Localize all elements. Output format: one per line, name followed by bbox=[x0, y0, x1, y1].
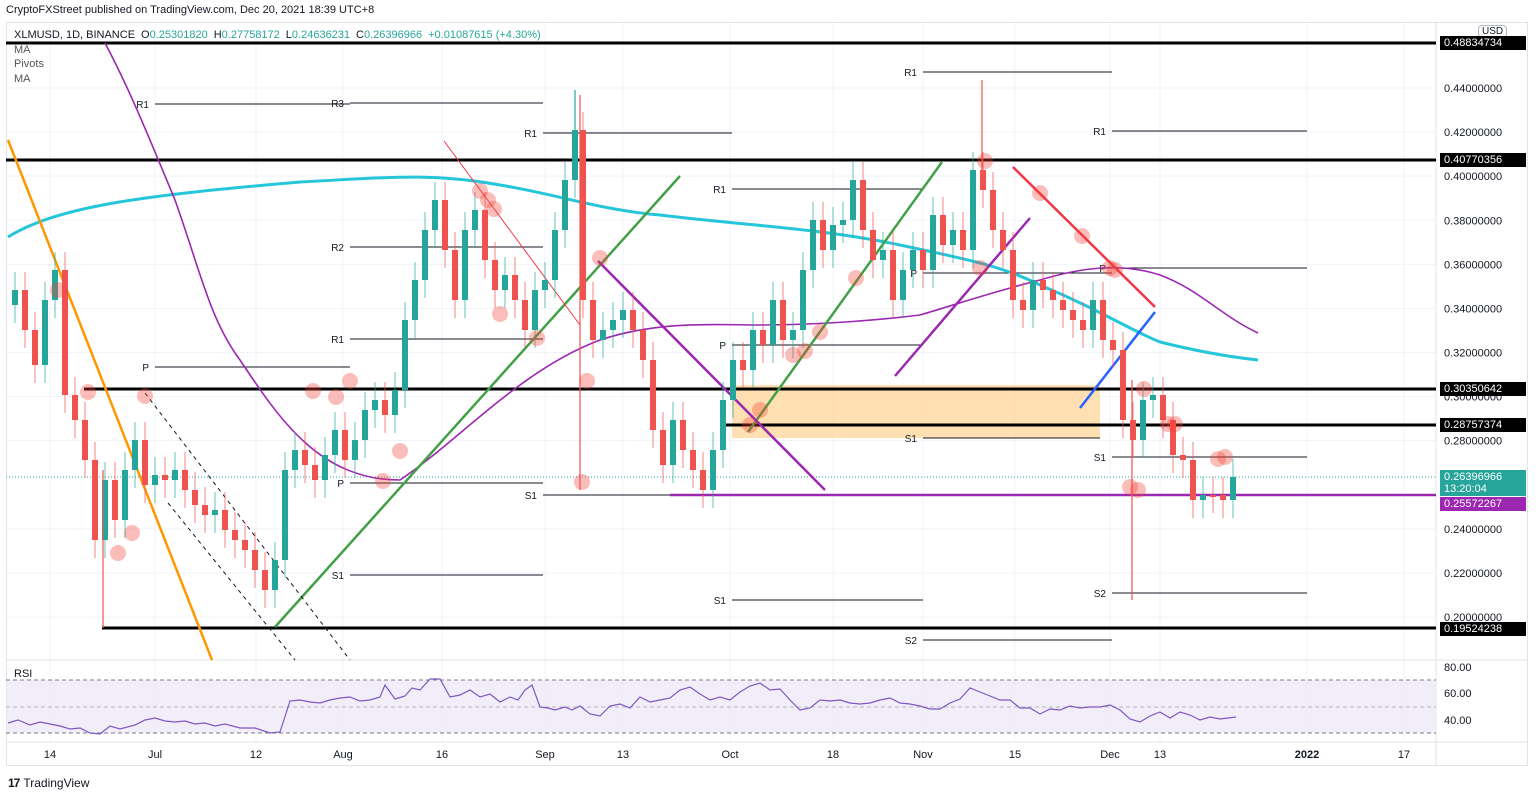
svg-text:0.34000000: 0.34000000 bbox=[1444, 303, 1502, 315]
svg-text:Oct: Oct bbox=[721, 749, 738, 761]
svg-text:R1: R1 bbox=[713, 185, 726, 196]
svg-text:P: P bbox=[719, 341, 726, 352]
svg-text:P: P bbox=[337, 479, 344, 490]
indicator-ma-2[interactable]: MA bbox=[14, 72, 31, 85]
tradingview-logo[interactable]: 17 TradingView bbox=[8, 776, 90, 790]
last-price-tag: 0.26396966 13:20:04 bbox=[1440, 470, 1526, 496]
svg-text:P: P bbox=[910, 269, 917, 280]
svg-text:13: 13 bbox=[617, 749, 629, 761]
touch-markers bbox=[50, 153, 1233, 561]
trend-lines bbox=[6, 139, 1156, 661]
svg-text:Aug: Aug bbox=[333, 749, 353, 761]
svg-text:S1: S1 bbox=[525, 491, 538, 502]
svg-text:S1: S1 bbox=[1094, 453, 1107, 464]
level-tag-0.2876: 0.28757374 bbox=[1440, 418, 1526, 432]
svg-text:60.00: 60.00 bbox=[1444, 688, 1472, 700]
svg-text:Sep: Sep bbox=[535, 749, 555, 761]
svg-text:40.00: 40.00 bbox=[1444, 715, 1472, 727]
svg-text:12: 12 bbox=[250, 749, 262, 761]
svg-text:P: P bbox=[1099, 264, 1106, 275]
svg-text:S1: S1 bbox=[905, 434, 918, 445]
svg-text:14: 14 bbox=[44, 749, 56, 761]
pivot-lines: R1 R3 R2 R1 P P S1 R1 S1 R1 P S1 R1 P S1 S2 R1 P S1 S2 bbox=[136, 68, 1307, 647]
level-tag-top: 0.48834734 bbox=[1440, 36, 1526, 50]
svg-text:80.00: 80.00 bbox=[1444, 662, 1472, 674]
svg-text:18: 18 bbox=[827, 749, 839, 761]
svg-text:S2: S2 bbox=[905, 636, 918, 647]
svg-text:0.40000000: 0.40000000 bbox=[1444, 171, 1502, 183]
svg-text:Dec: Dec bbox=[1100, 749, 1120, 761]
change-value: +0.01087615 (+4.30%) bbox=[428, 29, 541, 41]
level-tag-0.1952: 0.19524238 bbox=[1440, 622, 1526, 636]
svg-text:R1: R1 bbox=[1093, 127, 1106, 138]
svg-text:0.22000000: 0.22000000 bbox=[1444, 568, 1502, 580]
svg-text:0.20000000: 0.20000000 bbox=[1444, 612, 1502, 624]
horizontal-levels bbox=[6, 41, 1436, 630]
symbol-label[interactable]: XLMUSD, 1D, BINANCE bbox=[14, 29, 136, 41]
svg-text:0.24000000: 0.24000000 bbox=[1444, 524, 1502, 536]
svg-text:R1: R1 bbox=[524, 129, 537, 140]
publisher-line: CryptoFXStreet published on TradingView.… bbox=[6, 4, 375, 16]
indicator-ma[interactable]: MA bbox=[14, 43, 31, 56]
price-axis: 0.44000000 0.42000000 0.40000000 0.38000000… bbox=[1444, 83, 1502, 727]
indicator-pivots[interactable]: Pivots bbox=[14, 58, 44, 70]
ohlc-row: XLMUSD, 1D, BINANCE O0.25301820 H0.27758… bbox=[14, 29, 541, 41]
time-axis: 14 Jul 12 Aug 16 Sep 13 Oct 18 Nov 15 Dec 13 2022 17 bbox=[44, 749, 1410, 761]
svg-text:16: 16 bbox=[436, 749, 448, 761]
bar-countdown: 13:20:04 bbox=[1444, 483, 1487, 495]
tv-mark-icon: 17 bbox=[8, 776, 20, 790]
svg-text:Nov: Nov bbox=[913, 749, 933, 761]
svg-text:0.28000000: 0.28000000 bbox=[1444, 436, 1502, 448]
moving-averages bbox=[7, 42, 1259, 481]
svg-text:S1: S1 bbox=[714, 596, 727, 607]
svg-text:P: P bbox=[142, 363, 149, 374]
svg-text:Jul: Jul bbox=[148, 749, 162, 761]
open-value: 0.25301820 bbox=[149, 29, 208, 41]
svg-text:0.38000000: 0.38000000 bbox=[1444, 215, 1502, 227]
svg-text:R1: R1 bbox=[331, 335, 344, 346]
chart-frame bbox=[6, 22, 1528, 766]
close-value: 0.26396966 bbox=[364, 29, 423, 41]
level-tag-0.3035: 0.30350642 bbox=[1440, 382, 1526, 396]
svg-text:13: 13 bbox=[1154, 749, 1166, 761]
svg-text:0.36000000: 0.36000000 bbox=[1444, 259, 1502, 271]
level-tag-0.4077: 0.40770356 bbox=[1440, 153, 1526, 167]
candlesticks bbox=[12, 80, 1236, 628]
low-value: 0.24636231 bbox=[291, 29, 351, 41]
svg-text:17: 17 bbox=[1398, 749, 1410, 761]
svg-text:R3: R3 bbox=[331, 99, 344, 110]
svg-text:2022: 2022 bbox=[1295, 749, 1319, 761]
high-value: 0.27758172 bbox=[221, 29, 280, 41]
svg-text:R1: R1 bbox=[904, 68, 917, 79]
svg-text:15: 15 bbox=[1009, 749, 1021, 761]
svg-text:0.44000000: 0.44000000 bbox=[1444, 83, 1502, 95]
rsi-label: RSI bbox=[14, 668, 33, 680]
svg-text:S1: S1 bbox=[332, 571, 345, 582]
svg-text:R1: R1 bbox=[136, 100, 149, 111]
grid bbox=[6, 22, 1436, 742]
svg-text:0.42000000: 0.42000000 bbox=[1444, 127, 1502, 139]
level-tag-0.2557: 0.25572267 bbox=[1440, 497, 1526, 511]
chart-legend: XLMUSD, 1D, BINANCE O0.25301820 H0.27758… bbox=[14, 28, 541, 86]
svg-text:R2: R2 bbox=[331, 243, 344, 254]
svg-text:0.32000000: 0.32000000 bbox=[1444, 348, 1502, 360]
rsi-pane bbox=[6, 678, 1436, 735]
svg-text:S2: S2 bbox=[1094, 589, 1107, 600]
supply-zone bbox=[732, 385, 1100, 438]
last-price-value: 0.26396966 bbox=[1444, 471, 1503, 483]
